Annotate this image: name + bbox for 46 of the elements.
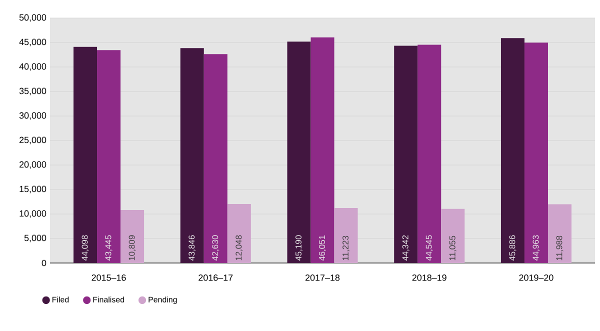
y-tick-label: 35,000: [19, 88, 46, 96]
data-label: 45,886: [509, 235, 516, 261]
y-tick-label: 15,000: [20, 186, 46, 194]
bar: [120, 210, 144, 263]
data-label: 46,051: [319, 235, 326, 261]
bar: [287, 42, 311, 263]
bar: [441, 208, 465, 263]
data-label: 11,988: [556, 236, 564, 260]
bar: [97, 50, 121, 263]
data-label: 11,055: [449, 236, 456, 260]
y-tick-label: 5,000: [24, 234, 46, 242]
bar: [74, 46, 98, 263]
x-tick-label: 2015–16: [92, 274, 126, 281]
data-label: 44,342: [402, 235, 410, 261]
bar: [310, 37, 334, 263]
data-label: 44,545: [426, 235, 433, 261]
bar: [524, 42, 548, 263]
bar: [334, 208, 358, 263]
y-tick-label: 30,000: [19, 112, 46, 120]
bar: [180, 48, 204, 263]
data-label: 44,098: [82, 235, 89, 261]
x-tick-label: 2019–20: [519, 274, 554, 281]
bar: [227, 204, 251, 263]
y-tick-label: 20,000: [20, 161, 46, 169]
y-tick-label: 0: [42, 260, 46, 266]
bar: [204, 54, 228, 263]
x-tick-label: 2016–17: [198, 274, 233, 281]
bar: [500, 38, 524, 263]
data-label: 11,223: [342, 236, 350, 260]
data-label: 10,809: [128, 235, 136, 260]
x-tick-label: 2017–18: [306, 274, 340, 281]
data-label: 42,630: [212, 235, 220, 261]
y-tick-label: 10,000: [20, 210, 46, 218]
y-tick-label: 25,000: [20, 136, 46, 144]
y-tick-label: 40,000: [19, 63, 46, 71]
bar: [548, 204, 572, 263]
data-label: 43,846: [188, 235, 196, 261]
bar: [394, 46, 418, 263]
y-tick-label: 45,000: [19, 38, 46, 46]
data-label: 12,048: [236, 235, 243, 260]
data-label: 45,190: [296, 235, 302, 261]
data-label: 44,963: [532, 235, 540, 261]
bar: [418, 44, 442, 263]
data-label: 43,445: [105, 235, 112, 261]
x-tick-label: 2018–19: [412, 274, 446, 281]
y-tick-label: 50,000: [19, 14, 46, 22]
